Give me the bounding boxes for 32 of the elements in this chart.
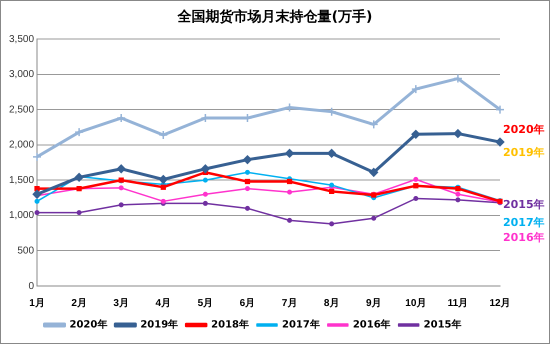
text: 2015年 — [503, 198, 545, 211]
legend-label: 2020年 — [70, 318, 108, 331]
x-tick-label: 5月 — [198, 298, 214, 309]
x-tick-label: 2月 — [71, 298, 87, 309]
legend-label: 2017年 — [282, 318, 320, 331]
x-tick-label: 8月 — [324, 298, 340, 309]
text: 2019年 — [503, 146, 545, 159]
y-tick-label: 3,500 — [8, 34, 34, 45]
x-tick-label: 12月 — [489, 298, 511, 309]
x-tick-label: 11月 — [448, 298, 468, 309]
x-tick-label: 1月 — [29, 298, 45, 309]
x-tick-label: 10月 — [405, 298, 426, 309]
x-tick-label: 7月 — [282, 298, 298, 309]
y-tick-label: 1,000 — [8, 210, 34, 222]
y-tick-label: 500 — [17, 245, 34, 256]
y-tick-label: 3,000 — [8, 69, 34, 80]
x-tick-label: 4月 — [156, 298, 172, 309]
x-tick-label: 3月 — [113, 298, 129, 309]
legend-label: 2019年 — [140, 318, 178, 331]
text: 2020年 — [503, 123, 545, 136]
text: 2017年 — [503, 216, 545, 229]
legend-label: 2016年 — [352, 318, 391, 331]
legend-label: 2018年 — [211, 318, 250, 331]
x-tick-label: 6月 — [240, 298, 256, 309]
chart-title: 全国期货市场月末持仓量(万手) — [176, 8, 374, 26]
y-tick-label: 2,500 — [8, 104, 34, 116]
x-tick-label: 9月 — [366, 298, 382, 309]
legend-label: 2015年 — [424, 318, 462, 331]
y-tick-label: 2,000 — [8, 140, 34, 151]
y-tick-label: 0 — [28, 280, 34, 292]
text: 2016年 — [503, 231, 545, 244]
y-tick-label: 1,500 — [8, 174, 34, 186]
